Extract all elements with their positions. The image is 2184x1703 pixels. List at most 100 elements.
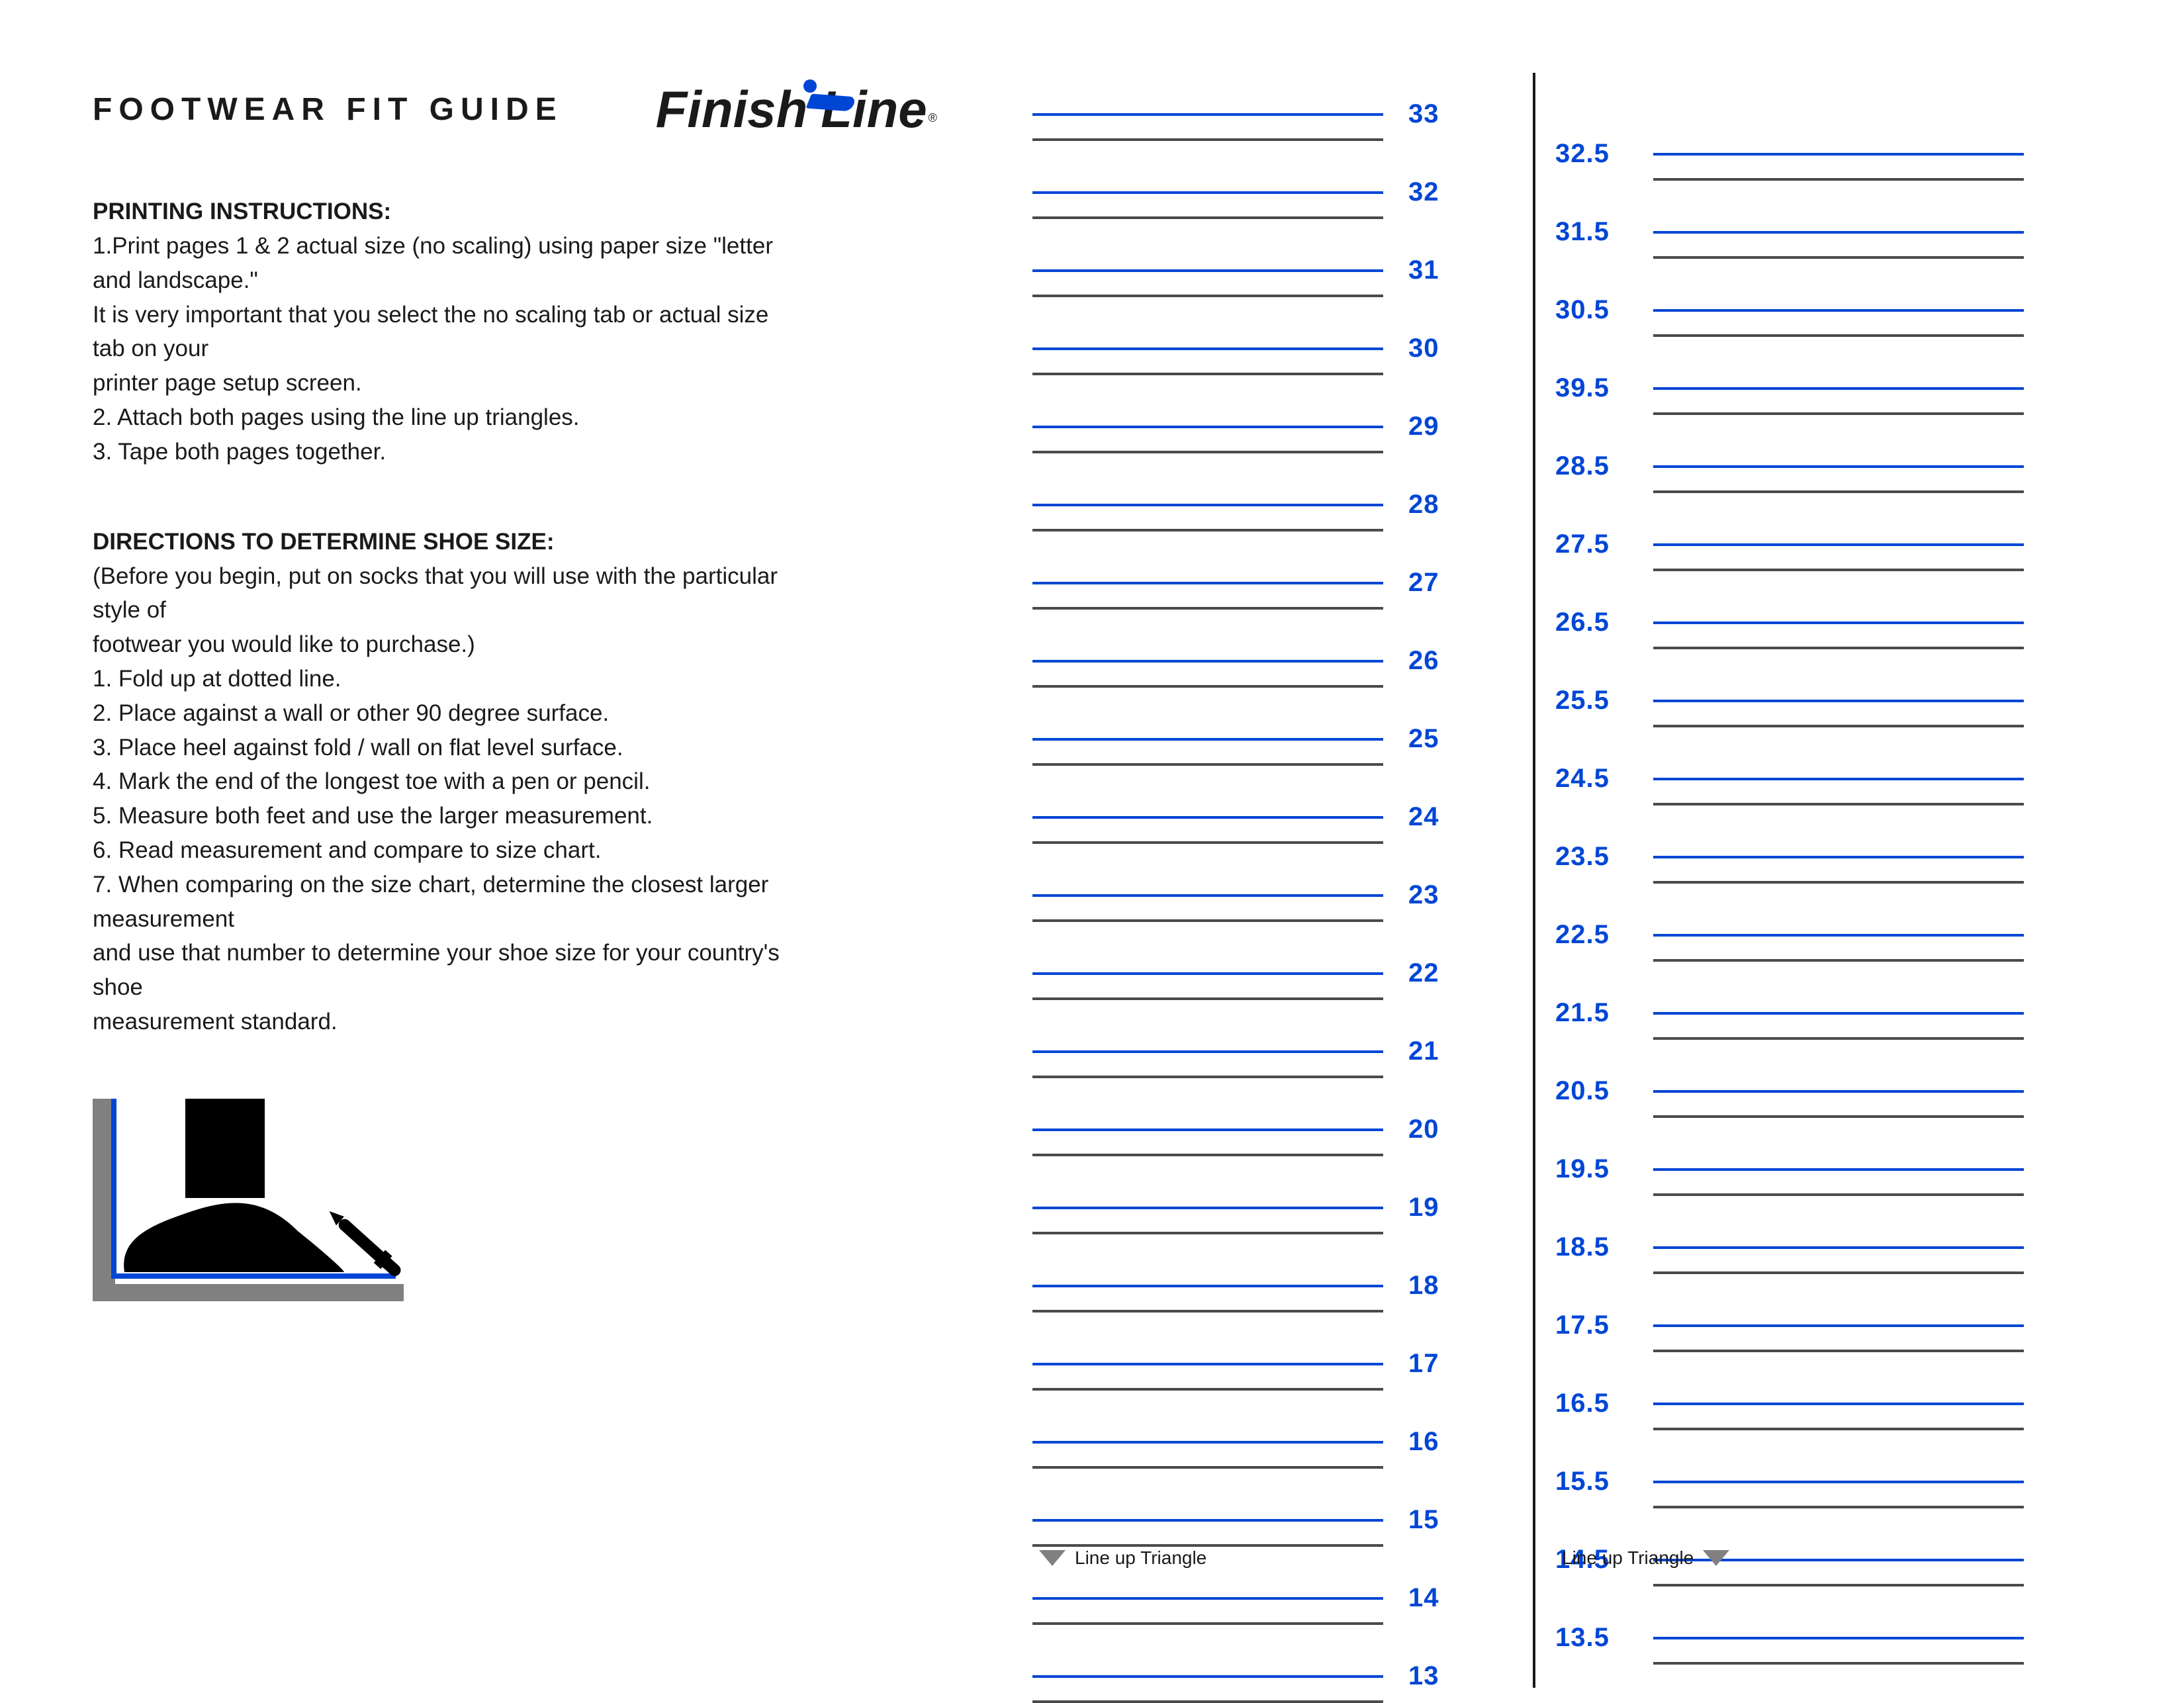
ruler-tick: 32.5 [1555, 139, 2032, 169]
ruler-minor-tick [1032, 1622, 1509, 1625]
major-tick-line [1032, 191, 1383, 194]
ruler-minor-tick [1032, 295, 1509, 297]
major-tick-line [1653, 231, 2024, 234]
ruler-tick: 27 [1032, 568, 1509, 598]
ruler-left-column: 3332313029282726252423222120191817161514… [1032, 73, 1509, 1688]
ruler-minor-tick [1555, 334, 2032, 337]
minor-tick-line [1653, 1428, 2024, 1430]
tick-label: 28.5 [1555, 451, 1628, 481]
ruler-minor-tick [1032, 763, 1509, 766]
tick-label: 32 [1408, 177, 1439, 207]
minor-tick-line [1653, 256, 2024, 259]
tick-label: 13 [1408, 1661, 1439, 1691]
ruler-tick: 19 [1032, 1193, 1509, 1222]
ruler-minor-tick [1032, 1544, 1509, 1547]
ruler-minor-tick [1032, 1154, 1509, 1156]
ruler-tick: 21.5 [1555, 998, 2032, 1028]
directions-line: measurement standard. [93, 1005, 794, 1039]
ruler-tick: 14 [1032, 1583, 1509, 1613]
ruler-tick: 13 [1032, 1661, 1509, 1691]
ruler-tick: 31.5 [1555, 217, 2032, 247]
major-tick-line [1653, 1324, 2024, 1327]
ruler-tick: 18.5 [1555, 1232, 2032, 1262]
ruler-minor-tick [1555, 569, 2032, 571]
printing-block: PRINTING INSTRUCTIONS: 1.Print pages 1 &… [93, 199, 794, 469]
minor-tick-line [1653, 1271, 2024, 1274]
minor-tick-line [1653, 1350, 2024, 1352]
major-tick-line [1653, 1246, 2024, 1249]
minor-tick-line [1032, 997, 1383, 1000]
major-tick-line [1653, 700, 2024, 702]
tick-label: 17.5 [1555, 1311, 1628, 1340]
brand-first: Finish [656, 79, 808, 140]
ruler-tick: 22 [1032, 958, 1509, 988]
minor-tick-line [1653, 569, 2024, 571]
tick-label: 16 [1408, 1427, 1439, 1457]
major-tick-line [1032, 816, 1383, 819]
minor-tick-line [1653, 178, 2024, 181]
printing-line: printer page setup screen. [93, 366, 794, 400]
minor-tick-line [1653, 412, 2024, 415]
printing-line: It is very important that you select the… [93, 298, 794, 367]
directions-line: and use that number to determine your sh… [93, 936, 794, 1005]
major-tick-line [1653, 621, 2024, 624]
major-tick-line [1653, 778, 2024, 780]
ruler-divider [1533, 73, 1535, 1688]
major-tick-line [1653, 934, 2024, 937]
major-tick-line [1032, 347, 1383, 350]
directions-line: 7. When comparing on the size chart, det… [93, 868, 794, 937]
ruler-tick: 31 [1032, 255, 1509, 285]
major-tick-line [1653, 1637, 2024, 1639]
ruler-minor-tick [1555, 1350, 2032, 1352]
ruler-right-column: 32.531.530.539.528.527.526.525.524.523.5… [1555, 73, 2032, 1688]
ruler-tick: 33 [1032, 99, 1509, 129]
major-tick-line [1653, 1481, 2024, 1483]
ruler-tick: 20.5 [1555, 1076, 2032, 1106]
minor-tick-line [1032, 529, 1383, 531]
major-tick-line [1653, 543, 2024, 546]
major-tick-line [1653, 856, 2024, 858]
tick-label: 31.5 [1555, 217, 1628, 247]
directions-line: (Before you begin, put on socks that you… [93, 559, 794, 628]
minor-tick-line [1032, 1544, 1383, 1547]
tick-label: 23 [1408, 880, 1439, 910]
major-tick-line [1653, 465, 2024, 468]
ruler: 3332313029282726252423222120191817161514… [1032, 73, 2118, 1688]
instructions-column: PRINTING INSTRUCTIONS: 1.Print pages 1 &… [93, 199, 794, 1314]
directions-line: 3. Place heel against fold / wall on fla… [93, 731, 794, 765]
tick-label: 22.5 [1555, 920, 1628, 950]
triangle-down-icon [1703, 1550, 1729, 1566]
major-tick-line [1653, 1090, 2024, 1093]
ruler-tick: 23 [1032, 880, 1509, 910]
lineup-label: Line up Triangle [1075, 1547, 1206, 1569]
ruler-minor-tick [1032, 529, 1509, 531]
ruler-tick: 16 [1032, 1427, 1509, 1457]
major-tick-line [1653, 1012, 2024, 1015]
ruler-minor-tick [1032, 607, 1509, 610]
tick-label: 28 [1408, 490, 1439, 520]
minor-tick-line [1032, 1232, 1383, 1234]
ruler-tick: 26.5 [1555, 608, 2032, 637]
minor-tick-line [1032, 1310, 1383, 1312]
minor-tick-line [1032, 1076, 1383, 1078]
printing-body: 1.Print pages 1 & 2 actual size (no scal… [93, 229, 794, 469]
minor-tick-line [1032, 1622, 1383, 1625]
lineup-triangle-right: Line up Triangle [1562, 1547, 1729, 1569]
tick-label: 24.5 [1555, 764, 1628, 794]
minor-tick-line [1032, 1700, 1383, 1703]
ruler-tick: 20 [1032, 1115, 1509, 1144]
tick-label: 25.5 [1555, 686, 1628, 715]
ruler-minor-tick [1032, 216, 1509, 219]
printing-heading: PRINTING INSTRUCTIONS: [93, 199, 794, 225]
minor-tick-line [1653, 959, 2024, 962]
major-tick-line [1032, 1050, 1383, 1053]
major-tick-line [1653, 309, 2024, 312]
ruler-minor-tick [1555, 1193, 2032, 1196]
tick-label: 27.5 [1555, 529, 1628, 559]
minor-tick-line [1032, 295, 1383, 297]
ruler-minor-tick [1032, 1232, 1509, 1234]
printing-line: 2. Attach both pages using the line up t… [93, 400, 794, 435]
ruler-tick: 24.5 [1555, 764, 2032, 794]
minor-tick-line [1032, 763, 1383, 766]
major-tick-line [1032, 738, 1383, 741]
